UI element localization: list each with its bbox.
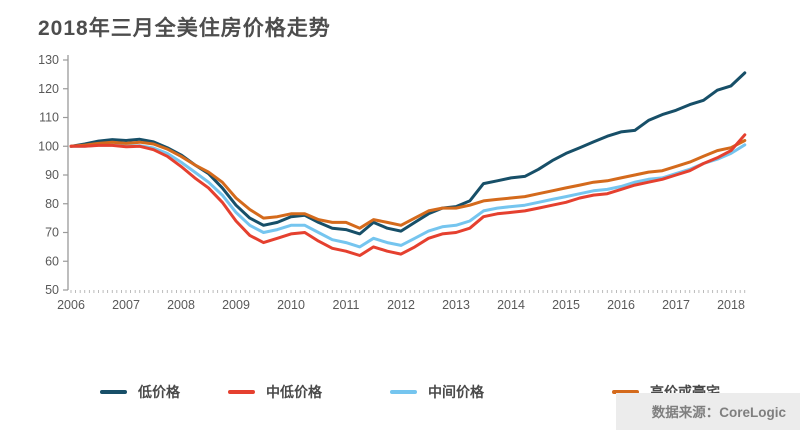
x-axis-tick-label: 2017 xyxy=(662,298,690,312)
x-axis-tick-label: 2016 xyxy=(607,298,635,312)
x-axis-tick-label: 2008 xyxy=(167,298,195,312)
x-axis-tick-label: 2018 xyxy=(717,298,745,312)
price-trend-chart: 50 60 70 80 90 100 110 120 130 2006 2007 2008 2009 20… xyxy=(38,53,747,312)
legend-line-swatch xyxy=(228,390,255,394)
series-line-mid-low-tier xyxy=(69,133,747,257)
x-axis-tick-label: 2015 xyxy=(552,298,580,312)
legend-item: 低价格 xyxy=(100,382,228,402)
y-axis-tick-label: 120 xyxy=(38,82,59,96)
chart-container: 50 60 70 80 90 100 110 120 130 2006 2007 2008 2009 20… xyxy=(28,50,788,340)
legend-line-swatch xyxy=(100,390,127,394)
legend-label: 中间价格 xyxy=(428,384,484,400)
y-axis-tick-label: 130 xyxy=(38,53,59,67)
legend-item: 中低价格 xyxy=(228,382,390,402)
y-axis-tick-label: 100 xyxy=(38,139,59,153)
x-axis-tick-label: 2014 xyxy=(497,298,525,312)
series-line-low-tier xyxy=(69,71,747,236)
legend-line-swatch xyxy=(612,390,639,394)
series-line-high-tier xyxy=(69,139,747,230)
legend-label: 中低价格 xyxy=(266,384,322,400)
x-axis-tick-label: 2006 xyxy=(57,298,85,312)
legend-label: 低价格 xyxy=(138,384,180,400)
y-axis-tick-label: 80 xyxy=(45,197,59,211)
series-line-middle-tier xyxy=(69,143,747,249)
x-axis-tick-label: 2010 xyxy=(277,298,305,312)
x-axis-tick-label: 2009 xyxy=(222,298,250,312)
x-axis-tick-label: 2007 xyxy=(112,298,140,312)
source-note: 数据来源：CoreLogic xyxy=(615,393,800,430)
y-axis-tick-label: 110 xyxy=(39,111,59,125)
page-title: 2018年三月全美住房价格走势 xyxy=(38,17,331,40)
x-axis-tick-label: 2012 xyxy=(387,298,415,312)
y-axis-tick-label: 90 xyxy=(45,168,59,182)
x-axis-tick-label: 2013 xyxy=(442,298,470,312)
legend-item: 中间价格 xyxy=(390,382,612,402)
y-axis-tick-label: 70 xyxy=(45,226,59,240)
y-axis-tick-label: 60 xyxy=(45,254,59,268)
y-axis-tick-label: 50 xyxy=(45,283,59,297)
legend-line-swatch xyxy=(390,390,417,394)
x-axis-tick-label: 2011 xyxy=(333,298,360,312)
